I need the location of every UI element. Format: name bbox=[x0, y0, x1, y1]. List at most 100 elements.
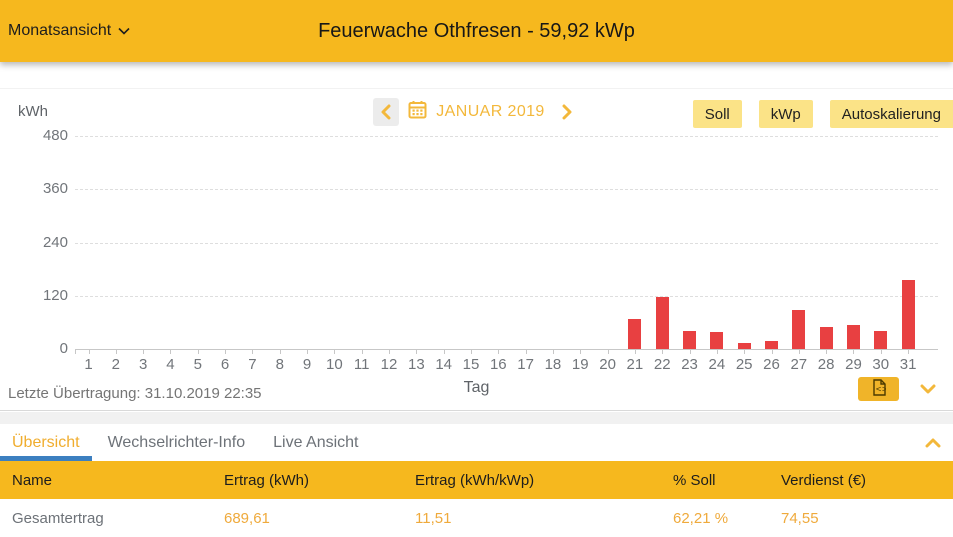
axis-tick bbox=[525, 349, 527, 354]
x-tick-label: 12 bbox=[380, 356, 398, 373]
plot-area: 0 120 240 360 480 1 2 3 4 5 6 7 8 9 10 11 12 13 14 15 16 17 18… bbox=[0, 89, 953, 412]
view-mode-dropdown[interactable]: Monatsansicht bbox=[8, 0, 130, 62]
gridline bbox=[75, 295, 938, 297]
gridline bbox=[75, 136, 938, 137]
column-header-name: Name bbox=[12, 471, 53, 489]
axis-tick bbox=[334, 349, 336, 354]
y-tick-label: 0 bbox=[59, 340, 68, 357]
axis-tick bbox=[225, 349, 227, 354]
collapse-chart-chevron-icon[interactable] bbox=[916, 377, 940, 401]
axis-tick bbox=[798, 349, 800, 354]
row-verdienst: 74,55 bbox=[781, 509, 819, 527]
app-header: Monatsansicht Feuerwache Othfresen - 59,… bbox=[0, 0, 953, 62]
x-tick-label: 5 bbox=[193, 356, 202, 373]
bar-day-25[interactable] bbox=[737, 343, 751, 349]
axis-tick bbox=[361, 349, 363, 354]
calendar-icon bbox=[408, 100, 427, 124]
y-tick-label: 360 bbox=[42, 180, 68, 198]
x-tick-label: 18 bbox=[544, 356, 562, 373]
x-tick-label: 14 bbox=[435, 356, 452, 373]
x-tick-label: 10 bbox=[326, 356, 343, 373]
table-row: Gesamtertrag 689,61 11,51 62,21 % 74,55 bbox=[0, 499, 953, 537]
axis-tick bbox=[552, 349, 554, 354]
y-tick-label: 480 bbox=[42, 127, 68, 144]
axis-tick bbox=[197, 349, 199, 354]
tab-uebersicht[interactable]: Übersicht bbox=[12, 433, 80, 451]
x-tick-label: 9 bbox=[302, 356, 312, 373]
axis-tick bbox=[689, 349, 691, 354]
axis-tick bbox=[744, 349, 746, 354]
x-tick-label: 21 bbox=[626, 356, 644, 373]
y-axis-title: kWh bbox=[18, 103, 48, 120]
next-month-button[interactable] bbox=[554, 98, 580, 126]
bar-day-24[interactable] bbox=[710, 332, 724, 349]
axis-tick bbox=[607, 349, 609, 354]
chart-card: kWh JANUAR 2019 Soll kWp Autoskalierung … bbox=[0, 88, 953, 411]
x-tick-label: 3 bbox=[138, 356, 148, 373]
row-ertrag-kwh: 689,61 bbox=[224, 509, 270, 527]
x-tick-label: 4 bbox=[166, 356, 175, 373]
bar-day-31[interactable] bbox=[901, 280, 915, 349]
bar-day-21[interactable] bbox=[628, 318, 642, 349]
x-tick-label: 31 bbox=[899, 356, 917, 373]
x-tick-label: 26 bbox=[763, 356, 780, 373]
axis-tick bbox=[279, 349, 281, 354]
tab-wechselrichter-info[interactable]: Wechselrichter-Info bbox=[107, 433, 246, 451]
scale-buttons: Soll kWp Autoskalierung bbox=[692, 100, 953, 128]
x-tick-label: 7 bbox=[248, 356, 257, 373]
axis-tick bbox=[252, 349, 254, 354]
x-tick-label: 15 bbox=[462, 356, 480, 373]
gridline bbox=[75, 189, 938, 191]
axis-tick bbox=[880, 349, 882, 354]
bar-day-29[interactable] bbox=[846, 325, 860, 349]
axis-tick bbox=[826, 349, 828, 354]
page-title: Feuerwache Othfresen - 59,92 kWp bbox=[318, 19, 635, 42]
x-tick-label: 17 bbox=[517, 356, 534, 373]
y-tick-label: 240 bbox=[42, 233, 68, 251]
collapse-panel-chevron-icon[interactable] bbox=[921, 431, 945, 455]
gridline bbox=[75, 242, 938, 244]
last-transmission-text: Letzte Übertragung: 31.10.2019 22:35 bbox=[8, 385, 262, 402]
active-tab-underline bbox=[0, 456, 92, 461]
axis-tick bbox=[443, 349, 445, 354]
tabs-row: Übersicht Wechselrichter-Info Live Ansic… bbox=[0, 424, 953, 461]
autoscale-toggle-button[interactable]: Autoskalierung bbox=[829, 100, 953, 128]
axis-tick bbox=[115, 349, 117, 354]
x-tick-label: 22 bbox=[653, 356, 671, 373]
x-tick-label: 20 bbox=[599, 356, 616, 373]
axis-tick bbox=[662, 349, 664, 354]
date-navigation[interactable]: JANUAR 2019 bbox=[0, 98, 953, 126]
kwp-toggle-button[interactable]: kWp bbox=[758, 100, 813, 128]
x-axis-line bbox=[75, 349, 938, 350]
soll-toggle-button[interactable]: Soll bbox=[692, 100, 742, 128]
axis-tick bbox=[498, 349, 500, 354]
axis-tick bbox=[307, 349, 309, 354]
x-tick-label: 13 bbox=[407, 356, 425, 373]
axis-tick bbox=[389, 349, 391, 354]
axis-tick bbox=[470, 349, 472, 354]
x-tick-label: 2 bbox=[111, 356, 120, 373]
bar-day-30[interactable] bbox=[874, 331, 888, 349]
column-header-ertrag-kwh-kwp: Ertrag (kWh/kWp) bbox=[415, 471, 535, 489]
column-header-ertrag-kwh: Ertrag (kWh) bbox=[224, 471, 310, 489]
bar-day-22[interactable] bbox=[655, 296, 669, 349]
previous-month-button[interactable] bbox=[373, 98, 400, 126]
axis-tick bbox=[580, 349, 582, 354]
bar-day-23[interactable] bbox=[683, 331, 697, 349]
tab-live-ansicht[interactable]: Live Ansicht bbox=[273, 433, 359, 451]
export-button[interactable]: <> bbox=[858, 377, 899, 401]
row-name: Gesamtertrag bbox=[12, 509, 104, 527]
bar-day-27[interactable] bbox=[792, 309, 806, 349]
x-tick-label: 6 bbox=[220, 356, 230, 373]
bar-day-28[interactable] bbox=[819, 326, 833, 349]
section-divider bbox=[0, 412, 953, 424]
bar-day-26[interactable] bbox=[765, 341, 778, 349]
axis-tick bbox=[88, 349, 90, 354]
axis-tick bbox=[853, 349, 855, 354]
x-axis-title: Tag bbox=[463, 379, 490, 396]
x-tick-label: 1 bbox=[84, 356, 93, 373]
x-tick-label: 16 bbox=[489, 356, 507, 373]
x-tick-label: 11 bbox=[353, 356, 370, 373]
x-tick-label: 25 bbox=[735, 356, 753, 373]
axis-tick bbox=[170, 349, 172, 354]
